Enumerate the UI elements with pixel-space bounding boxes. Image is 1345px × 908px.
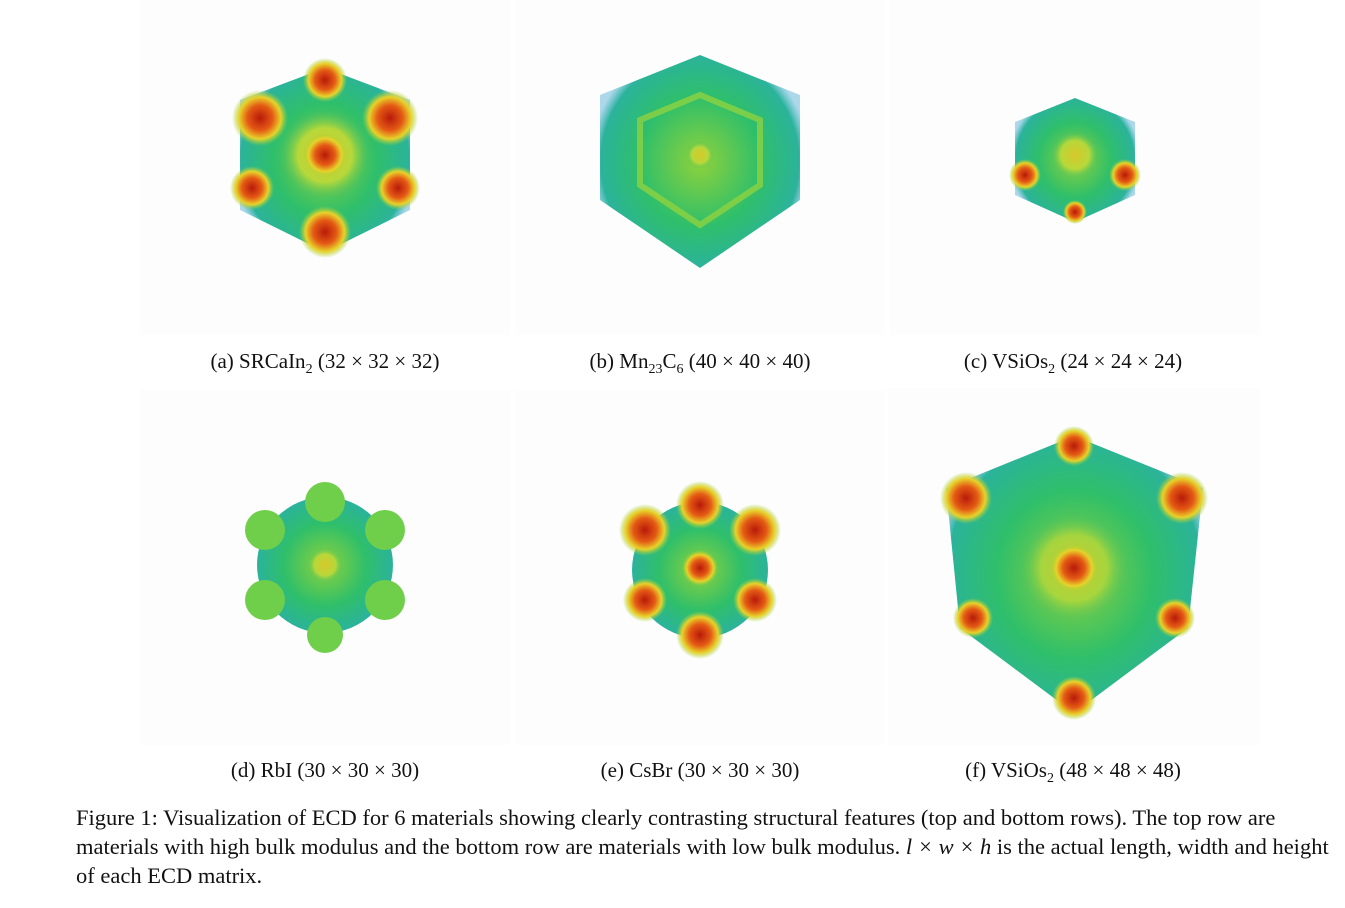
ecd-visual-b — [515, 0, 885, 335]
subcaption-e: (e) CsBr (30 × 30 × 30) — [600, 758, 800, 782]
ecd-visual-e — [515, 390, 885, 745]
subcaption-c: (c) VSiOs2 (24 × 24 × 24) — [963, 349, 1183, 378]
ecd-visual-a — [140, 0, 510, 335]
figure-caption: Figure 1: Visualization of ECD for 6 mat… — [76, 805, 1329, 888]
ecd-visual-f — [888, 388, 1260, 745]
ecd-visual-d — [140, 390, 510, 745]
ecd-visual-c — [890, 0, 1260, 335]
subcaption-d: (d) RbI (30 × 30 × 30) — [230, 758, 420, 782]
subcaption-f: (f) VSiOs2 (48 × 48 × 48) — [965, 758, 1181, 787]
subcaption-b: (b) Mn23C6 (40 × 40 × 40) — [589, 349, 811, 378]
subcaption-a: (a) SRCaIn2 (32 × 32 × 32) — [210, 349, 440, 378]
